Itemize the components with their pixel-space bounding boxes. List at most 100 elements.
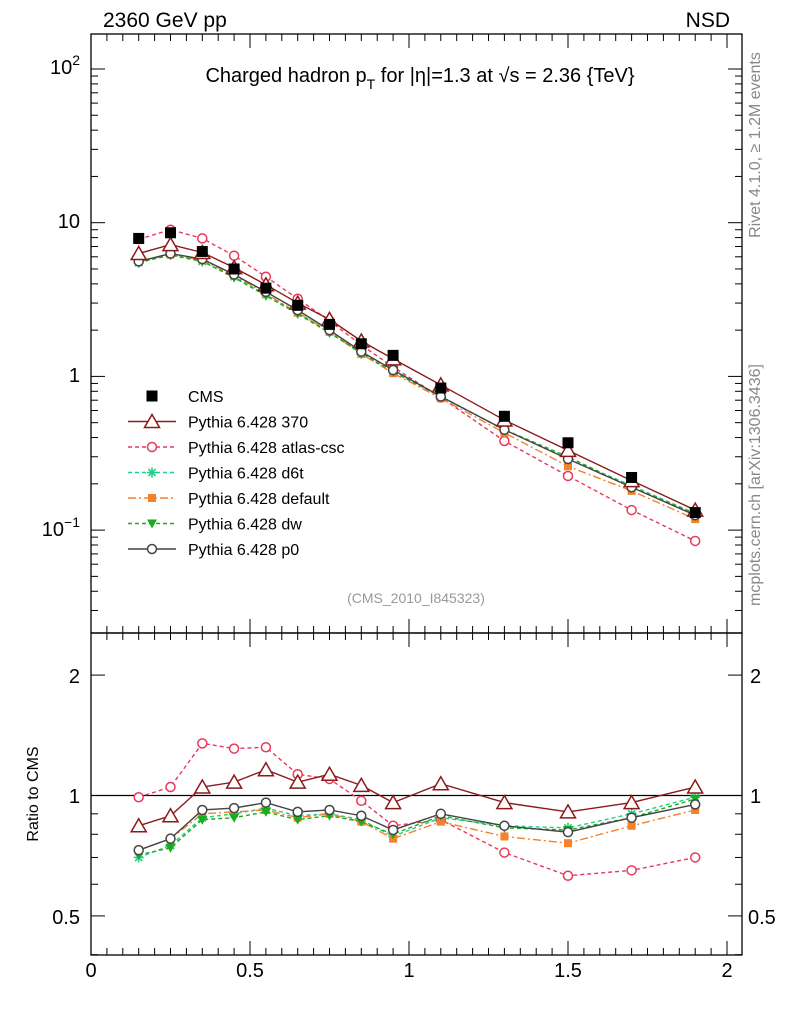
default-ratio-point <box>500 832 509 841</box>
rtick-0p5-left: 0.5 <box>52 907 80 929</box>
cms-point-shape <box>626 471 638 483</box>
p0-ratio-point-shape <box>228 802 240 814</box>
cms-point <box>324 318 335 330</box>
xtick-0p5: 0.5 <box>236 960 264 982</box>
default-line <box>138 253 696 520</box>
atlas-ratio-point-shape <box>133 791 144 803</box>
p370-ratio-point <box>320 765 339 782</box>
xtick-2: 2 <box>721 960 732 982</box>
p0-ratio-point <box>435 808 447 820</box>
p0-ratio-point-shape <box>562 826 574 838</box>
p370-ratio-point-shape <box>320 765 339 782</box>
ytick-1: 1 <box>69 365 80 387</box>
series-p0 <box>133 248 701 856</box>
p370-ratio-point-shape <box>225 773 243 789</box>
atlas-point-shape <box>689 535 701 547</box>
p370-ratio-point-shape <box>432 775 450 791</box>
p0-ratio-point-shape <box>260 797 272 808</box>
legend-marker-p0 <box>146 543 158 555</box>
p370-point <box>161 236 180 252</box>
plot-title: Charged hadron pT for |η|=1.3 at √s = 2.… <box>205 65 634 92</box>
cms-point <box>435 382 447 394</box>
cms-point-shape <box>228 263 240 275</box>
atlas-line <box>138 229 696 542</box>
cms-point-shape <box>498 410 510 422</box>
p370-ratio-point <box>384 794 402 810</box>
atlas-ratio-point <box>562 870 574 882</box>
p0-ratio-point-shape <box>292 806 303 818</box>
default-ratio-point <box>564 839 572 848</box>
cms-point <box>133 232 145 244</box>
xtick-1p5: 1.5 <box>554 960 582 982</box>
atlas-point <box>228 250 240 261</box>
legend-label-p370: Pythia 6.428 370 <box>188 415 308 432</box>
rtick-1-left: 1 <box>69 786 80 808</box>
cms-point-shape <box>324 318 335 330</box>
p370-ratio-point-shape <box>622 794 641 810</box>
atlas-ratio-point-shape <box>689 852 701 863</box>
p370-point-shape <box>129 245 148 261</box>
p0-ratio-point-shape <box>197 804 208 816</box>
p370-ratio-point-shape <box>559 803 577 819</box>
xtick-1: 1 <box>403 960 414 982</box>
p370-ratio-point <box>288 773 307 789</box>
dw-ratio-point-shape <box>197 815 208 825</box>
p370-ratio-point-shape <box>495 794 514 810</box>
p0-ratio-point <box>689 799 701 810</box>
cms-point <box>562 437 574 449</box>
legend-label-p0: Pythia 6.428 p0 <box>188 542 299 559</box>
cms-point-shape <box>165 227 176 239</box>
p370-ratio-point <box>193 778 212 794</box>
p0-ratio-point-shape <box>689 799 701 810</box>
atlas-ratio-point <box>165 781 176 793</box>
plot-title-rest: for |η|=1.3 at √s = 2.36 {TeV} <box>375 65 635 87</box>
atlas-ratio-line <box>138 742 696 877</box>
default-ratio-point <box>691 805 700 814</box>
series-cms <box>133 227 701 519</box>
p0-ratio-line <box>138 801 696 851</box>
p370-point <box>129 245 148 261</box>
dw-ratio-point <box>260 807 271 817</box>
plot-title-main: Charged hadron p <box>205 65 366 87</box>
p0-ratio-point <box>133 844 144 856</box>
dw-ratio-point <box>197 815 208 825</box>
dw-ratio-point-shape <box>260 807 271 817</box>
legend-marker-p0-shape <box>146 543 158 555</box>
data-series <box>129 224 704 882</box>
default-ratio-point <box>436 817 445 826</box>
xtick-0: 0 <box>85 960 96 982</box>
legend-label-d6t: Pythia 6.428 d6t <box>188 466 304 483</box>
atlas-ratio-point-shape <box>197 738 208 749</box>
atlas-ratio-point <box>356 795 367 807</box>
p0-ratio-point-shape <box>499 820 510 832</box>
atlas-ratio-point <box>197 738 208 749</box>
ratio-panel-frame <box>90 632 743 956</box>
p0-point <box>387 364 399 376</box>
default-ratio-point-shape <box>564 839 572 848</box>
p370-ratio-point <box>352 776 371 793</box>
p370-ratio-point-shape <box>257 761 275 777</box>
cms-point <box>355 338 367 350</box>
p0-ratio-point <box>165 833 176 844</box>
atlas-point-shape <box>228 250 240 261</box>
atlas-point <box>626 504 637 516</box>
default-ratio-point-shape <box>436 817 445 826</box>
p370-point-shape <box>161 236 180 252</box>
legend-label-atlas: Pythia 6.428 atlas-csc <box>188 440 345 457</box>
cms-point <box>260 282 272 294</box>
default-ratio-point-shape <box>627 821 636 830</box>
p370-ratio-point-shape <box>288 773 307 789</box>
atlas-point-shape <box>197 233 208 244</box>
dw-ratio-point <box>165 843 176 853</box>
rtick-1-right: 1 <box>750 786 761 808</box>
rtick-0p5-right: 0.5 <box>748 907 776 929</box>
p370-ratio-point <box>495 794 514 810</box>
legend-label-cms: CMS <box>188 389 224 406</box>
p370-ratio-point <box>257 761 275 777</box>
cms-point <box>196 245 208 257</box>
p370-ratio-point <box>559 803 577 819</box>
header-right: NSD <box>686 9 730 32</box>
p0-line <box>138 252 696 516</box>
atlas-ratio-point <box>689 852 701 863</box>
p370-ratio-line <box>138 768 696 827</box>
